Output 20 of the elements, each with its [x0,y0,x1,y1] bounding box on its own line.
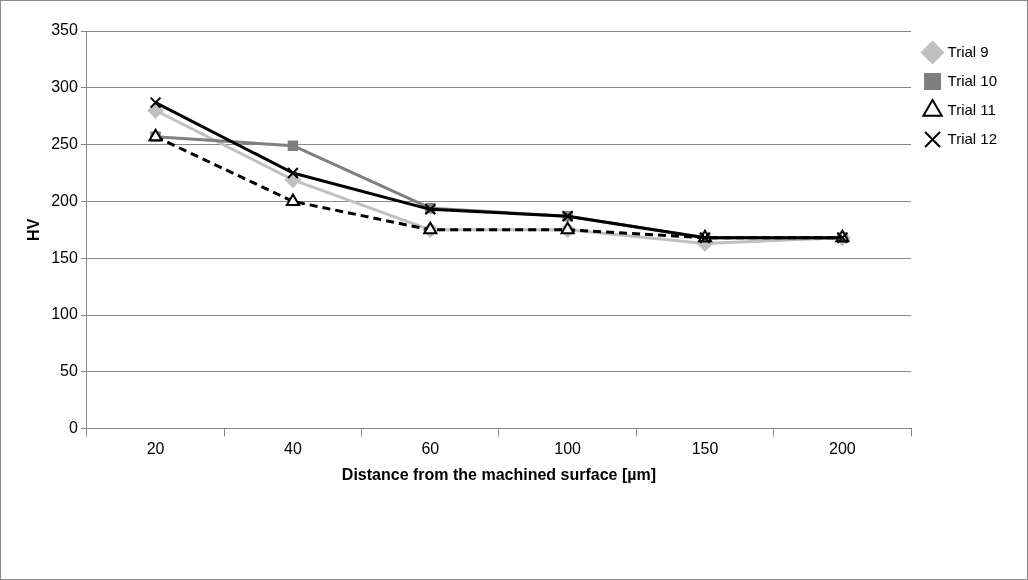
y-tick-label: 200 [51,191,78,209]
y-tick-label: 150 [51,248,78,266]
y-axis-title: HV [25,218,43,241]
x-tick-label: 100 [554,439,582,457]
x-axis-title: Distance from the machined surface [µm] [341,465,657,483]
x-tick-label: 60 [421,439,440,457]
x-tick-label: 20 [146,439,165,457]
y-tick-label: 50 [60,362,78,380]
y-tick-label: 350 [51,21,78,39]
y-tick-label: 300 [51,78,78,96]
y-tick-label: 100 [51,305,78,323]
legend-label: Trial 11 [947,100,996,118]
x-tick-label: 200 [829,439,856,457]
y-tick-label: 0 [68,419,78,437]
legend-label: Trial 9 [947,42,989,60]
y-tick-label: 250 [51,135,78,153]
x-tick-label: 40 [284,439,302,457]
legend-label: Trial 12 [947,129,998,147]
legend-label: Trial 10 [947,71,998,89]
x-tick-label: 150 [691,439,719,457]
